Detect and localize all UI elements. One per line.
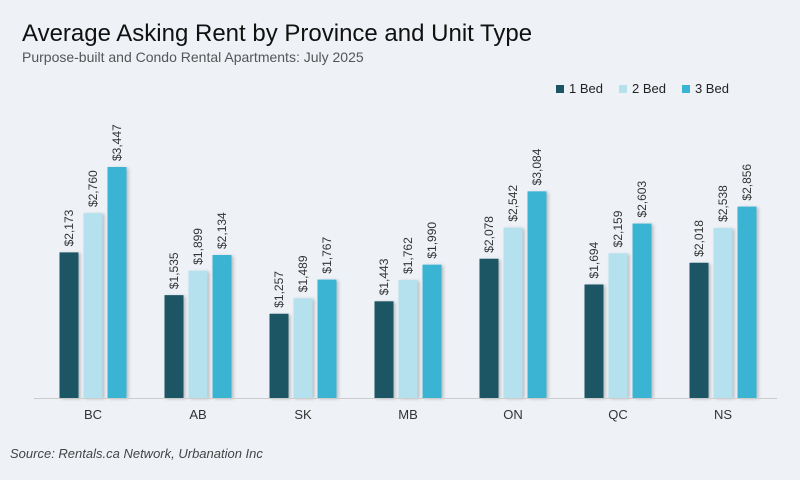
data-label-bc-2-bed: $2,760: [86, 170, 100, 207]
data-label-mb-3-bed: $1,990: [425, 222, 439, 259]
x-tick-label-on: ON: [503, 407, 523, 422]
data-label-on-2-bed: $2,542: [506, 185, 520, 222]
bar-sk-2-bed: [293, 298, 313, 398]
data-label-mb-1-bed: $1,443: [377, 258, 391, 295]
bar-on-1-bed: [479, 258, 499, 398]
data-label-sk-3-bed: $1,767: [320, 237, 334, 274]
bar-sk-1-bed: [269, 313, 289, 398]
data-label-mb-2-bed: $1,762: [401, 237, 415, 274]
data-label-ns-1-bed: $2,018: [692, 220, 706, 257]
x-tick-label-bc: BC: [84, 407, 102, 422]
bar-bc-1-bed: [59, 252, 79, 398]
data-label-ab-2-bed: $1,899: [191, 228, 205, 265]
legend-swatch-2-bed: [618, 84, 627, 93]
bar-mb-1-bed: [374, 301, 394, 398]
legend-item-3-bed: 3 Bed: [681, 81, 729, 96]
data-label-qc-3-bed: $2,603: [635, 181, 649, 218]
chart-title: Average Asking Rent by Province and Unit…: [22, 20, 533, 47]
bar-on-2-bed: [503, 227, 523, 398]
x-tick-label-ab: AB: [189, 407, 206, 422]
data-label-ns-3-bed: $2,856: [740, 164, 754, 201]
legend-label-3-bed: 3 Bed: [694, 81, 729, 96]
legend: 1 Bed 2 Bed 3 Bed: [556, 81, 729, 96]
bar-ab-3-bed: [212, 254, 232, 398]
data-label-qc-1-bed: $1,694: [587, 241, 601, 278]
legend-label-2-bed: 2 Bed: [631, 81, 666, 96]
x-tick-label-ns: NS: [714, 407, 732, 422]
x-tick-label-qc: QC: [608, 407, 628, 422]
data-label-ns-2-bed: $2,538: [716, 185, 730, 222]
source-note: Source: Rentals.ca Network, Urbanation I…: [10, 446, 263, 461]
bar-mb-2-bed: [398, 279, 418, 398]
legend-label-1-bed: 1 Bed: [569, 81, 603, 96]
bar-ns-1-bed: [689, 262, 709, 398]
bar-ns-3-bed: [737, 206, 757, 398]
data-label-on-3-bed: $3,084: [530, 148, 544, 185]
legend-item-1-bed: 1 Bed: [556, 81, 603, 96]
bar-ab-1-bed: [164, 295, 184, 398]
data-label-sk-1-bed: $1,257: [272, 271, 286, 308]
data-label-on-1-bed: $2,078: [482, 216, 496, 253]
data-label-sk-2-bed: $1,489: [296, 255, 310, 292]
bar-qc-3-bed: [632, 223, 652, 398]
legend-item-2-bed: 2 Bed: [618, 81, 666, 96]
bar-ab-2-bed: [188, 270, 208, 398]
bar-bc-2-bed: [83, 213, 103, 398]
bar-qc-1-bed: [584, 284, 604, 398]
bar-mb-3-bed: [422, 264, 442, 398]
data-label-bc-1-bed: $2,173: [62, 209, 76, 246]
bar-bc-3-bed: [107, 167, 127, 398]
bar-on-3-bed: [527, 191, 547, 398]
bar-qc-2-bed: [608, 253, 628, 398]
bar-ns-2-bed: [713, 227, 733, 398]
legend-swatch-3-bed: [681, 84, 690, 93]
x-tick-label-mb: MB: [398, 407, 418, 422]
legend-swatch-1-bed: [556, 84, 564, 93]
data-label-bc-3-bed: $3,447: [110, 124, 124, 161]
x-tick-label-sk: SK: [294, 407, 312, 422]
data-label-ab-3-bed: $2,134: [215, 212, 229, 249]
chart-subtitle: Purpose-built and Condo Rental Apartment…: [22, 49, 364, 65]
data-label-qc-2-bed: $2,159: [611, 210, 625, 247]
data-label-ab-1-bed: $1,535: [167, 252, 181, 289]
bar-sk-3-bed: [317, 279, 337, 398]
